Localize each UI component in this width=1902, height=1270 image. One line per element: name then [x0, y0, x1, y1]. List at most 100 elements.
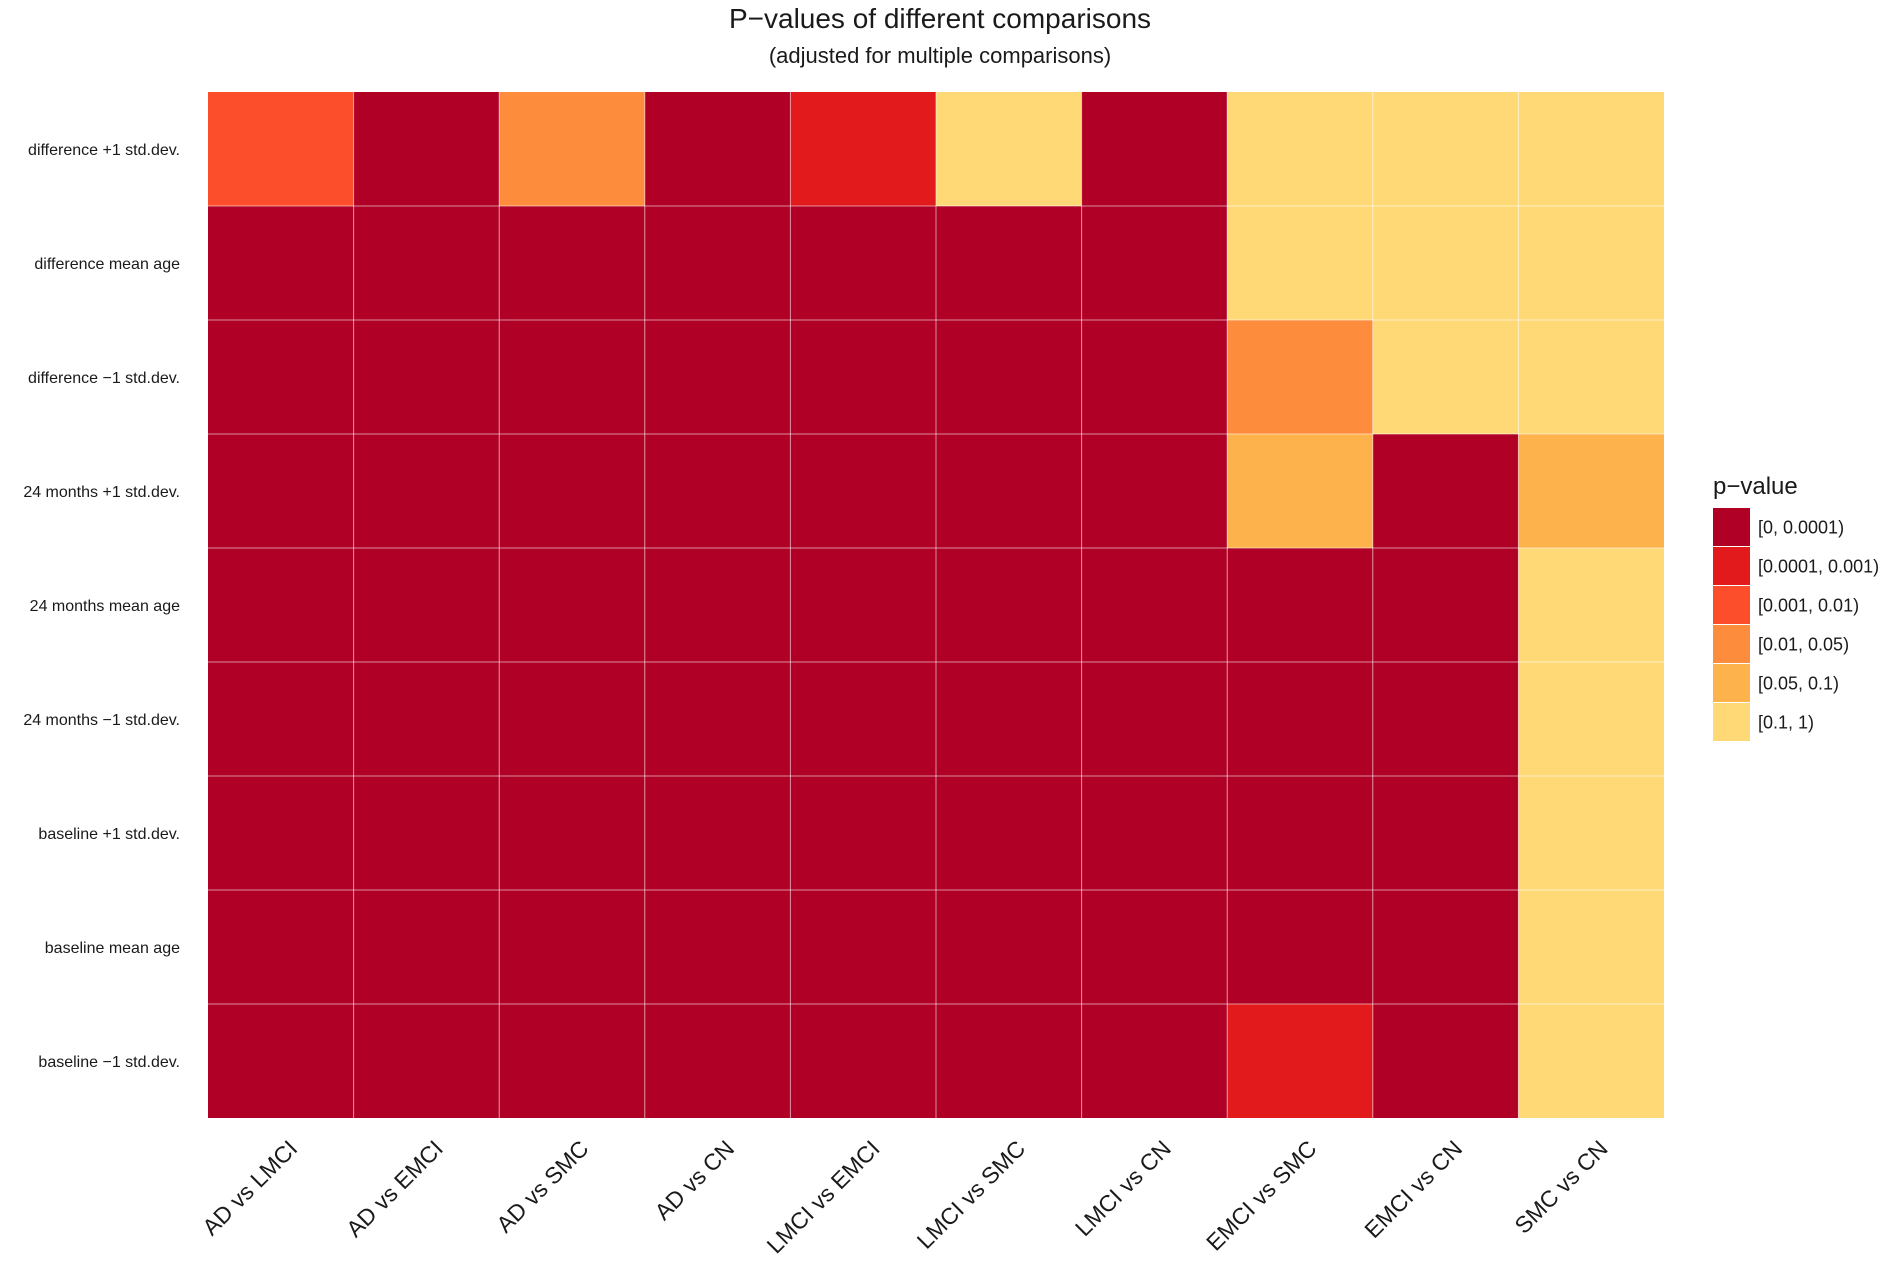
- heatmap-cell: [208, 320, 354, 434]
- heatmap-cell: [790, 1004, 936, 1118]
- heatmap-cell: [790, 92, 936, 206]
- x-tick-label: AD vs EMCI: [341, 1135, 448, 1242]
- heatmap-cell: [353, 206, 500, 320]
- y-axis-labels: difference +1 std.dev. difference mean ag…: [23, 142, 180, 1071]
- heatmap-cell: [1372, 662, 1519, 776]
- heatmap-cell: [1372, 1004, 1519, 1118]
- y-tick-label: baseline mean age: [45, 940, 180, 957]
- heatmap-cell: [1081, 890, 1228, 1004]
- heatmap-cell: [644, 206, 791, 320]
- heatmap-cell: [936, 548, 1082, 662]
- legend-swatch: [1713, 586, 1750, 624]
- heatmap-cell: [353, 434, 500, 548]
- x-tick-label: EMCI vs SMC: [1201, 1135, 1321, 1255]
- heatmap-cell: [1081, 206, 1228, 320]
- heatmap-cell: [499, 1004, 645, 1118]
- heatmap-cells: [208, 92, 1664, 1118]
- heatmap-cell: [208, 776, 354, 890]
- heatmap-cell: [1081, 92, 1228, 206]
- heatmap-cell: [1518, 92, 1664, 206]
- legend-items: [0, 0.0001) [0.0001, 0.001) [0.001, 0.01) […: [1713, 508, 1879, 741]
- heatmap-cell: [1081, 776, 1228, 890]
- heatmap-cell: [936, 434, 1082, 548]
- heatmap-cell: [790, 434, 936, 548]
- heatmap-cell: [1372, 206, 1519, 320]
- heatmap-cell: [1227, 434, 1373, 548]
- heatmap-cell: [644, 434, 791, 548]
- heatmap-cell: [1081, 662, 1228, 776]
- heatmap-cell: [1372, 890, 1519, 1004]
- heatmap-cell: [208, 890, 354, 1004]
- heatmap-cell: [1081, 320, 1228, 434]
- heatmap-cell: [499, 320, 645, 434]
- x-tick-label: SMC vs CN: [1509, 1135, 1612, 1238]
- legend-swatch: [1713, 625, 1750, 663]
- heatmap-cell: [208, 206, 354, 320]
- heatmap-cell: [936, 662, 1082, 776]
- legend-label: [0.05, 0.1): [1758, 674, 1839, 694]
- heatmap-cell: [936, 206, 1082, 320]
- y-tick-label: 24 months +1 std.dev.: [23, 484, 180, 501]
- legend-label: [0.01, 0.05): [1758, 635, 1849, 655]
- x-tick-label: LMCI vs EMCI: [762, 1135, 885, 1258]
- chart-subtitle: (adjusted for multiple comparisons): [769, 43, 1111, 68]
- heatmap-cell: [790, 776, 936, 890]
- heatmap-cell: [1518, 206, 1664, 320]
- x-tick-label: LMCI vs CN: [1070, 1135, 1176, 1241]
- heatmap-cell: [353, 548, 500, 662]
- heatmap-cell: [1081, 548, 1228, 662]
- heatmap-cell: [1227, 320, 1373, 434]
- heatmap-cell: [499, 548, 645, 662]
- x-tick-label: LMCI vs SMC: [912, 1135, 1031, 1254]
- x-tick-label: AD vs SMC: [491, 1135, 593, 1237]
- heatmap-cell: [1372, 548, 1519, 662]
- heatmap-cell: [353, 776, 500, 890]
- heatmap-cell: [353, 92, 500, 206]
- heatmap-cell: [644, 1004, 791, 1118]
- heatmap-cell: [499, 434, 645, 548]
- heatmap-cell: [936, 776, 1082, 890]
- heatmap-cell: [644, 548, 791, 662]
- heatmap-cell: [1518, 1004, 1664, 1118]
- x-axis-labels: AD vs LMCI AD vs EMCI AD vs SMC AD vs CN LMC…: [197, 1135, 1613, 1258]
- legend: p−value [0, 0.0001) [0.0001, 0.001) [0.001…: [1713, 473, 1879, 741]
- x-tick-label: EMCI vs CN: [1359, 1135, 1467, 1243]
- heatmap-cell: [644, 890, 791, 1004]
- heatmap-cell: [1372, 92, 1519, 206]
- y-tick-label: baseline +1 std.dev.: [38, 826, 180, 843]
- legend-label: [0.001, 0.01): [1758, 596, 1859, 616]
- heatmap-cell: [499, 206, 645, 320]
- heatmap-cell: [1227, 206, 1373, 320]
- heatmap-cell: [499, 662, 645, 776]
- heatmap-cell: [644, 320, 791, 434]
- heatmap-grid: [208, 92, 1664, 1118]
- y-tick-label: 24 months −1 std.dev.: [23, 712, 180, 729]
- heatmap-cell: [353, 890, 500, 1004]
- legend-swatch: [1713, 703, 1750, 741]
- legend-label: [0, 0.0001): [1758, 518, 1844, 538]
- heatmap-cell: [936, 320, 1082, 434]
- heatmap-cell: [1518, 320, 1664, 434]
- heatmap-cell: [208, 92, 354, 206]
- heatmap-cell: [1227, 548, 1373, 662]
- x-tick-label: AD vs LMCI: [197, 1135, 302, 1240]
- heatmap-cell: [1227, 1004, 1373, 1118]
- heatmap-cell: [790, 662, 936, 776]
- heatmap-cell: [499, 92, 645, 206]
- legend-swatch: [1713, 664, 1750, 702]
- y-tick-label: 24 months mean age: [30, 598, 180, 615]
- heatmap-cell: [1518, 890, 1664, 1004]
- heatmap-cell: [644, 662, 791, 776]
- heatmap-cell: [644, 92, 791, 206]
- heatmap-cell: [936, 1004, 1082, 1118]
- heatmap-cell: [790, 206, 936, 320]
- heatmap-cell: [1227, 890, 1373, 1004]
- heatmap-cell: [208, 548, 354, 662]
- y-tick-label: difference mean age: [34, 256, 180, 273]
- heatmap-cell: [1518, 434, 1664, 548]
- heatmap-cell: [644, 776, 791, 890]
- heatmap-cell: [1227, 662, 1373, 776]
- legend-swatch: [1713, 508, 1750, 546]
- heatmap-cell: [790, 890, 936, 1004]
